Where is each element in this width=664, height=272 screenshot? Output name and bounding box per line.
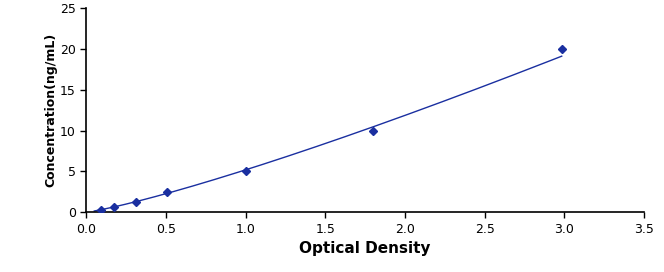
X-axis label: Optical Density: Optical Density	[299, 241, 431, 256]
Y-axis label: Concentration(ng/mL): Concentration(ng/mL)	[44, 33, 57, 187]
